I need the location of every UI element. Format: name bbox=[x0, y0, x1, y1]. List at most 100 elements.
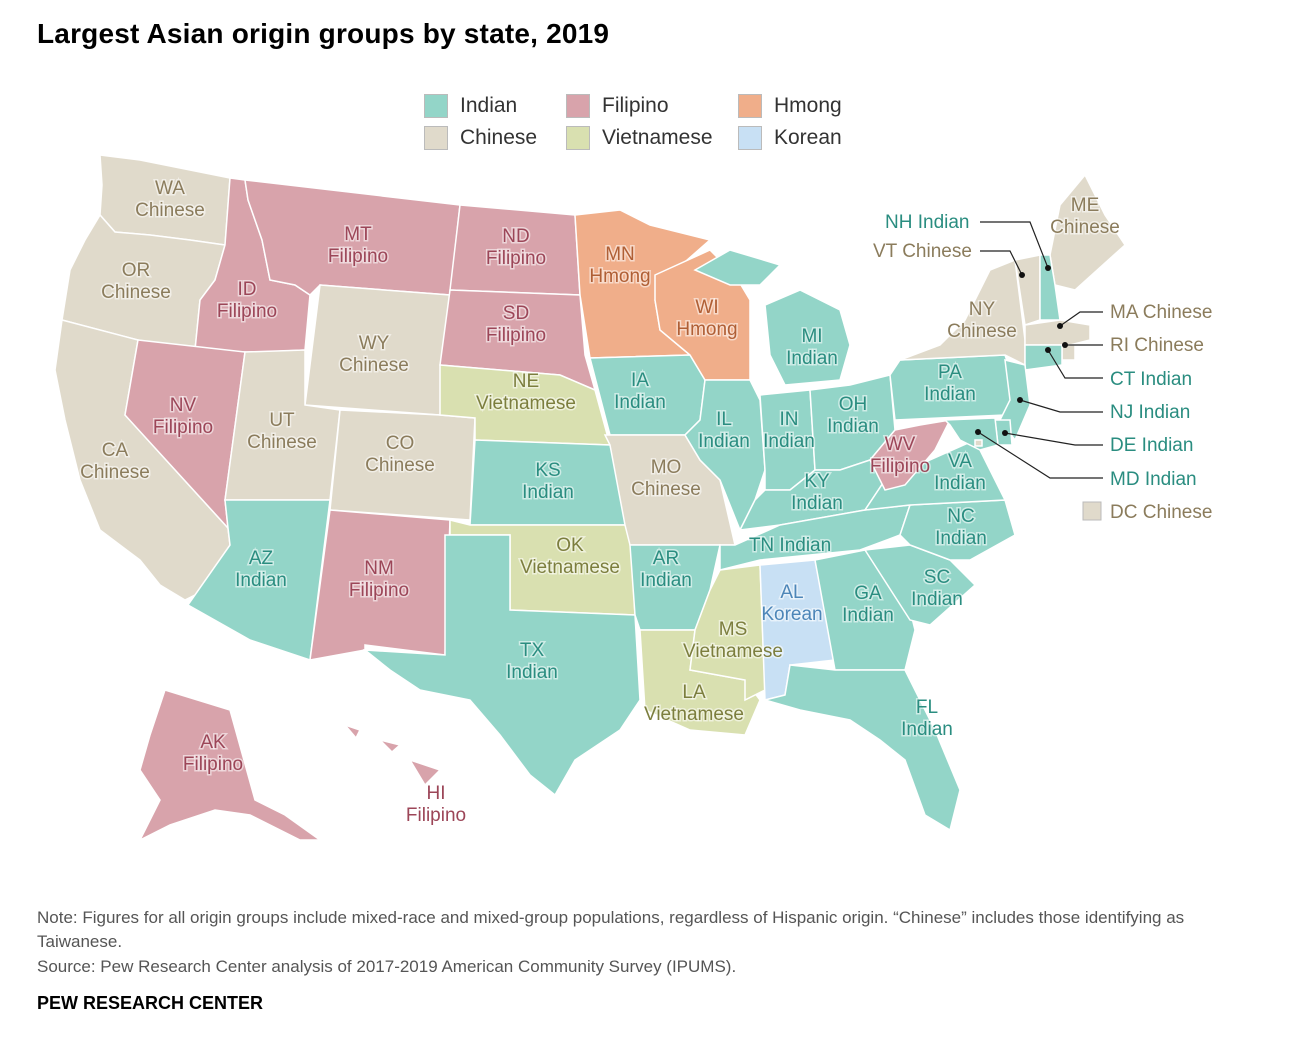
state-group: Chinese bbox=[339, 355, 409, 376]
state-abbr: WY bbox=[359, 333, 390, 354]
state-group: Hmong bbox=[589, 266, 650, 287]
state-mi bbox=[693, 249, 851, 386]
state-label-mt: MT Filipino bbox=[328, 224, 388, 267]
state-abbr: NV bbox=[170, 395, 197, 416]
state-label-ok: OK Vietnamese bbox=[520, 535, 620, 578]
state-ct bbox=[1024, 344, 1063, 371]
state-abbr: GA bbox=[854, 583, 882, 604]
state-group: Filipino bbox=[183, 754, 243, 775]
state-label-ga: GA Indian bbox=[842, 583, 894, 626]
state-label-mo: MO Chinese bbox=[631, 457, 701, 500]
state-label-hi: HI Filipino bbox=[406, 783, 466, 826]
state-label-il: IL Indian bbox=[698, 409, 750, 452]
legend-label: Filipino bbox=[602, 94, 669, 117]
legend-item: Vietnamese bbox=[566, 126, 713, 150]
state-group: Chinese bbox=[365, 455, 435, 476]
callout-label-nj: NJ Indian bbox=[1110, 402, 1190, 423]
callout-dot-ma bbox=[1057, 323, 1063, 329]
callout-dot-ct bbox=[1045, 347, 1051, 353]
callout-label-de: DE Indian bbox=[1110, 435, 1193, 456]
state-label-nd: ND Filipino bbox=[486, 226, 546, 269]
callout-dot-de bbox=[1002, 430, 1008, 436]
state-group: Filipino bbox=[486, 325, 546, 346]
legend-swatch bbox=[738, 94, 762, 118]
callout-dot-ri bbox=[1062, 342, 1068, 348]
state-abbr: IA bbox=[631, 370, 649, 391]
callout-label-ct: CT Indian bbox=[1110, 369, 1192, 390]
state-label-ia: IA Indian bbox=[614, 370, 666, 413]
state-group: Indian bbox=[522, 482, 574, 503]
state-label-or: OR Chinese bbox=[101, 260, 171, 303]
state-group: Indian bbox=[827, 416, 879, 437]
state-label-id: ID Filipino bbox=[217, 279, 277, 322]
state-fl bbox=[762, 664, 961, 832]
state-ma bbox=[1024, 319, 1091, 346]
state-abbr: TX bbox=[520, 640, 545, 661]
state-label-ny: NY Chinese bbox=[947, 299, 1017, 342]
legend-swatch bbox=[424, 94, 448, 118]
state-group: Indian bbox=[911, 589, 963, 610]
state-group: Vietnamese bbox=[520, 557, 620, 578]
callout-leader-vt bbox=[980, 250, 1023, 276]
state-abbr: CO bbox=[386, 433, 415, 454]
state-label-mn: MN Hmong bbox=[589, 244, 650, 287]
state-tx bbox=[362, 534, 641, 797]
map-title: Largest Asian origin groups by state, 20… bbox=[37, 18, 610, 49]
state-group: Filipino bbox=[153, 417, 213, 438]
state-abbr: MT bbox=[344, 224, 372, 245]
state-md bbox=[943, 417, 999, 451]
state-abbr: AR bbox=[653, 548, 679, 569]
state-group: Chinese bbox=[135, 200, 205, 221]
state-label-ms: MS Vietnamese bbox=[683, 619, 783, 662]
state-abbr: NM bbox=[364, 558, 394, 579]
legend-label: Korean bbox=[774, 126, 842, 149]
state-group: Indian bbox=[924, 384, 976, 405]
legend-item: Chinese bbox=[424, 126, 537, 150]
state-label-nm: NM Filipino bbox=[349, 558, 409, 601]
state-abbr: IN bbox=[780, 409, 799, 430]
state-label-co: CO Chinese bbox=[365, 433, 435, 476]
callout-label-dc: DC Chinese bbox=[1110, 502, 1212, 523]
state-abbr: KY bbox=[804, 471, 830, 492]
state-label-ca: CA Chinese bbox=[80, 440, 150, 483]
state-label-fl: FL Indian bbox=[901, 697, 953, 740]
callout-dot-nj bbox=[1017, 397, 1023, 403]
state-abbr: MN bbox=[605, 244, 635, 265]
state-abbr: OK bbox=[556, 535, 584, 556]
state-abbr: NC bbox=[947, 506, 974, 527]
legend-label: Vietnamese bbox=[602, 126, 713, 149]
state-abbr: HI bbox=[427, 783, 446, 804]
state-label-ks: KS Indian bbox=[522, 460, 574, 503]
state-abbr: LA bbox=[682, 682, 706, 703]
state-group: Chinese bbox=[247, 432, 317, 453]
publisher-logo: PEW RESEARCH CENTER bbox=[37, 993, 264, 1013]
state-group: Indian bbox=[235, 570, 287, 591]
state-shapes bbox=[54, 154, 1126, 842]
state-me bbox=[1049, 173, 1126, 291]
state-label-me: ME Chinese bbox=[1050, 195, 1120, 238]
state-group: Indian bbox=[698, 431, 750, 452]
state-abbr: SC bbox=[924, 567, 950, 588]
state-group: Filipino bbox=[486, 248, 546, 269]
callout-leader-nj bbox=[1019, 399, 1103, 413]
state-label-ut: UT Chinese bbox=[247, 410, 317, 453]
state-abbr: MO bbox=[651, 457, 682, 478]
legend: Indian Filipino Hmong Chinese Vietnamese… bbox=[424, 94, 884, 158]
legend-label: Hmong bbox=[774, 94, 842, 117]
state-az bbox=[186, 499, 331, 662]
state-label-nv: NV Filipino bbox=[153, 395, 213, 438]
legend-swatch bbox=[566, 126, 590, 150]
state-label-az: AZ Indian bbox=[235, 548, 287, 591]
legend-swatch bbox=[738, 126, 762, 150]
legend-item: Indian bbox=[424, 94, 517, 118]
state-label-la: LA Vietnamese bbox=[644, 682, 744, 725]
state-abbr: ND bbox=[502, 226, 529, 247]
state-abbr: OH bbox=[839, 394, 868, 415]
state-group: Indian bbox=[935, 528, 987, 549]
state-abbr: FL bbox=[916, 697, 938, 718]
state-label-wa: WA Chinese bbox=[135, 178, 205, 221]
state-abbr: ME bbox=[1071, 195, 1100, 216]
state-abbr: OR bbox=[122, 260, 151, 281]
state-abbr: VA bbox=[948, 451, 972, 472]
state-label-ne: NE Vietnamese bbox=[476, 371, 576, 414]
